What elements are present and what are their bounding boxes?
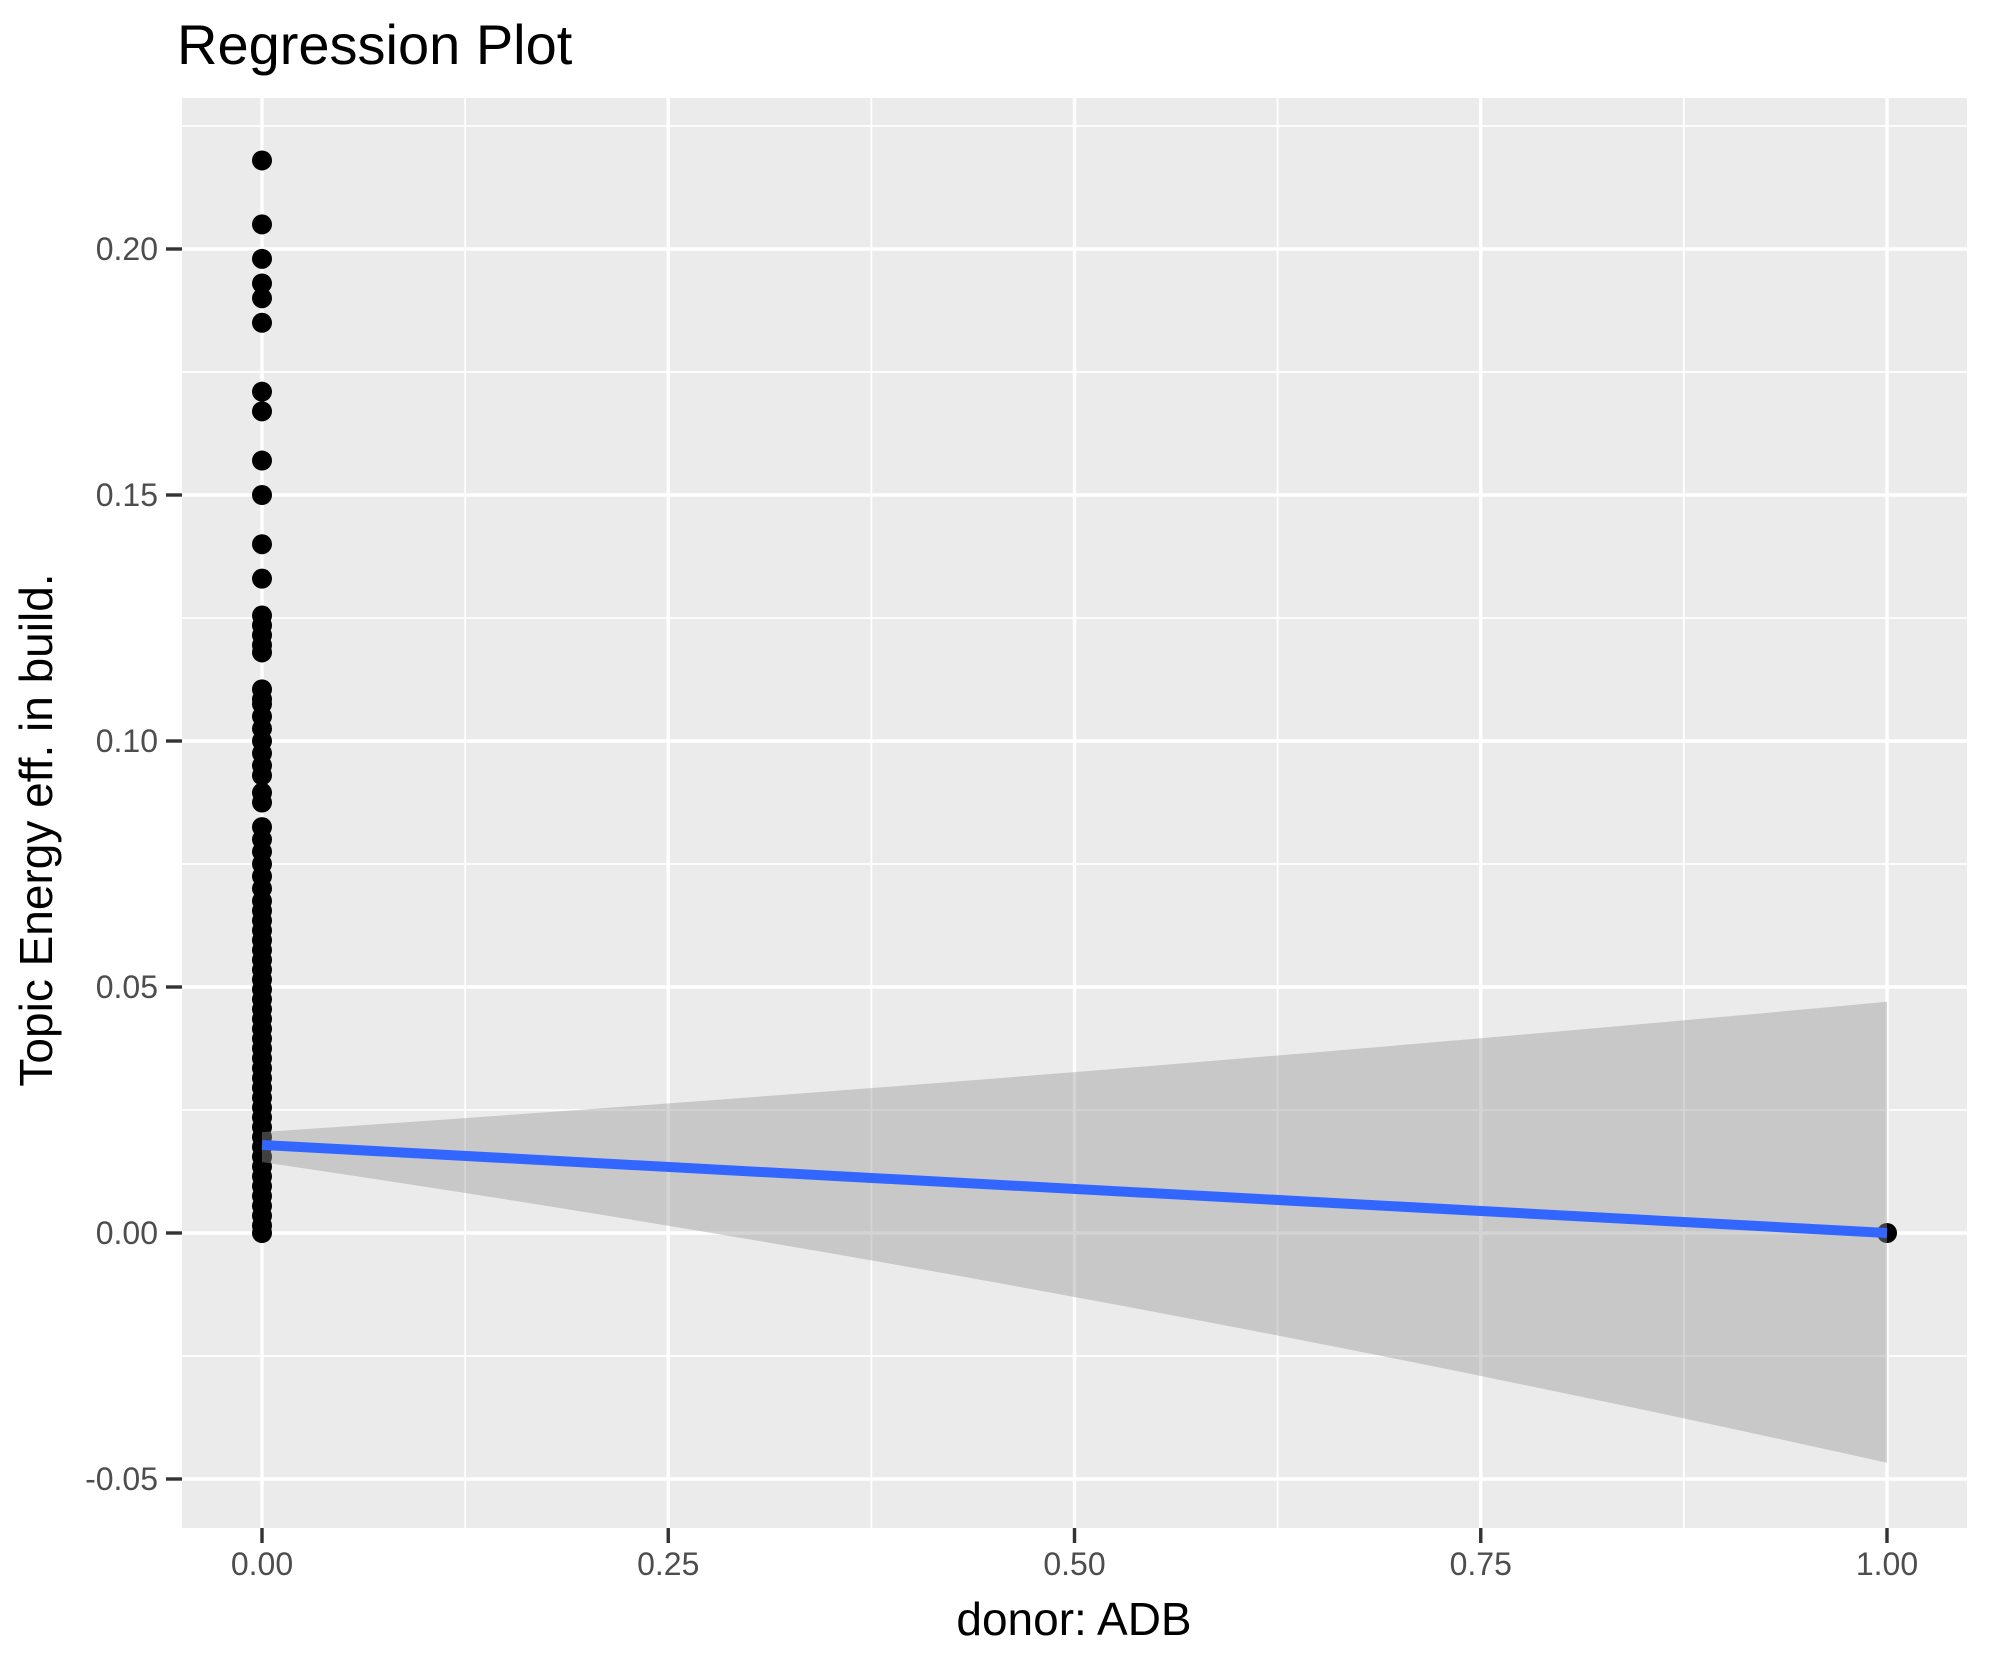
data-point [252, 150, 272, 171]
y-tick-labels: 0.20 0.15 0.10 0.05 0.00 -0.05 [85, 231, 158, 1497]
axis-tick-marks [166, 247, 1889, 1543]
data-point [252, 450, 272, 471]
plot-title: Regression Plot [177, 13, 573, 76]
x-tick-labels: 0.00 0.25 0.50 0.75 1.00 [231, 1546, 1918, 1582]
data-point [252, 1223, 272, 1243]
x-tick-label: 0.25 [637, 1546, 699, 1582]
y-tick-label: 0.00 [96, 1215, 158, 1251]
data-point [252, 288, 272, 309]
x-tick-label: 0.75 [1450, 1546, 1512, 1582]
regression-line [261, 1139, 1888, 1238]
x-tick-label: 0.50 [1043, 1546, 1105, 1582]
chart-layers: 0.00 0.25 0.50 0.75 1.00 0.20 0.15 0.10 0.05 0.00… [85, 98, 1967, 1582]
data-point [252, 401, 272, 422]
gridlines-major [182, 98, 1967, 1528]
y-tick-label: -0.05 [85, 1461, 158, 1497]
y-tick-label: 0.20 [96, 231, 158, 267]
data-point [252, 248, 272, 269]
data-point [252, 765, 272, 786]
x-tick-label: 1.00 [1856, 1546, 1918, 1582]
data-point [252, 214, 272, 235]
y-tick-label: 0.05 [96, 969, 158, 1005]
data-point [252, 312, 272, 333]
confidence-band [262, 1001, 1887, 1463]
x-axis-title: donor: ADB [956, 1593, 1191, 1645]
y-tick-label: 0.10 [96, 723, 158, 759]
data-point [252, 642, 272, 663]
data-point [252, 381, 272, 402]
data-point [252, 568, 272, 589]
data-point [252, 534, 272, 555]
x-tick-label: 0.00 [231, 1546, 293, 1582]
data-point [252, 792, 272, 813]
y-axis-title: Topic Energy eff. in build. [10, 573, 62, 1086]
y-tick-label: 0.15 [96, 477, 158, 513]
data-point [252, 273, 272, 294]
data-point [252, 485, 272, 505]
